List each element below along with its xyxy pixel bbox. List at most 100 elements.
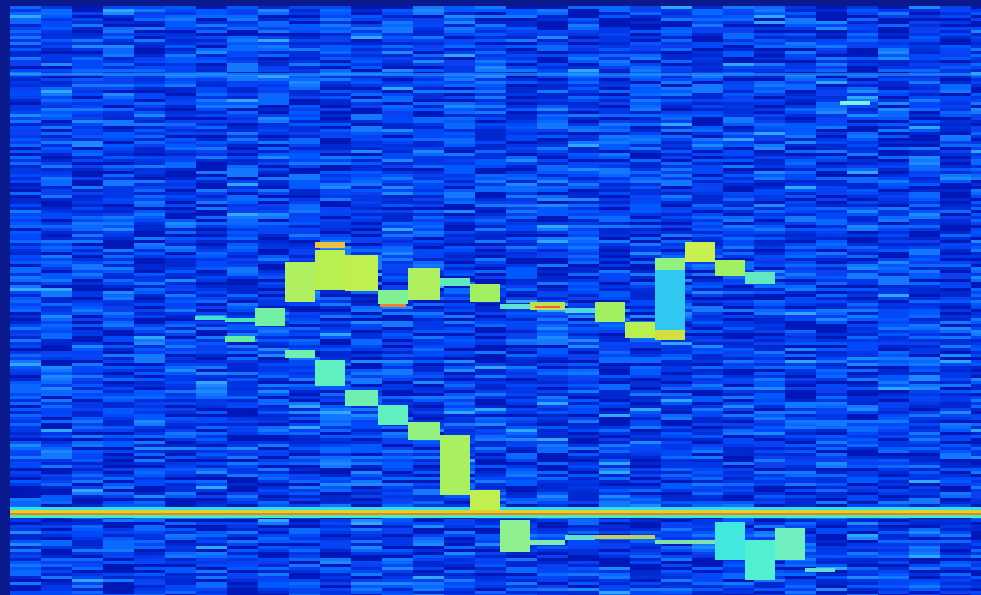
noise-cell (630, 246, 661, 249)
noise-cell (444, 495, 475, 498)
noise-cell (258, 204, 289, 207)
noise-cell (661, 75, 692, 78)
noise-cell (103, 213, 134, 216)
noise-cell (692, 213, 723, 216)
noise-cell (289, 459, 320, 462)
noise-cell (723, 45, 754, 48)
noise-cell (723, 231, 754, 234)
noise-cell (351, 180, 382, 183)
noise-cell (754, 318, 785, 321)
noise-cell (320, 318, 351, 321)
noise-cell (723, 24, 754, 27)
noise-cell (692, 177, 723, 180)
noise-cell (506, 495, 537, 498)
noise-cell (661, 78, 692, 81)
noise-cell (382, 393, 413, 396)
noise-cell (568, 528, 599, 531)
noise-cell (444, 21, 475, 24)
noise-cell (382, 465, 413, 468)
noise-cell (630, 171, 661, 174)
noise-cell (785, 75, 816, 78)
noise-cell (289, 147, 320, 150)
noise-cell (568, 159, 599, 162)
noise-cell (661, 57, 692, 60)
noise-cell (444, 135, 475, 138)
noise-cell (413, 12, 444, 15)
noise-cell (568, 450, 599, 453)
noise-cell (661, 48, 692, 51)
noise-cell (723, 33, 754, 36)
noise-cell (41, 138, 72, 141)
noise-cell (692, 393, 723, 396)
noise-cell (289, 138, 320, 141)
noise-cell (320, 30, 351, 33)
noise-cell (444, 306, 475, 309)
noise-cell (320, 315, 351, 318)
noise-cell (506, 471, 537, 474)
noise-cell (661, 468, 692, 471)
noise-cell (568, 378, 599, 381)
noise-cell (413, 588, 444, 591)
noise-cell (599, 111, 630, 114)
noise-cell (723, 312, 754, 315)
noise-cell (475, 399, 506, 402)
noise-cell (165, 390, 196, 393)
noise-cell (692, 579, 723, 582)
noise-cell (227, 393, 258, 396)
noise-cell (165, 543, 196, 546)
noise-cell (320, 237, 351, 240)
noise-cell (413, 117, 444, 120)
noise-cell (41, 291, 72, 294)
noise-cell (41, 69, 72, 72)
noise-cell (103, 396, 134, 399)
noise-cell (599, 525, 630, 528)
noise-cell (103, 117, 134, 120)
noise-cell (227, 162, 258, 165)
noise-cell (723, 201, 754, 204)
noise-cell (444, 531, 475, 534)
noise-cell (506, 336, 537, 339)
noise-cell (134, 12, 165, 15)
noise-cell (227, 294, 258, 297)
noise-cell (413, 171, 444, 174)
noise-cell (599, 321, 630, 324)
noise-cell (444, 519, 475, 522)
noise-cell (10, 522, 41, 525)
noise-cell (134, 189, 165, 192)
noise-cell (413, 90, 444, 93)
noise-cell (196, 573, 227, 576)
noise-cell (165, 54, 196, 57)
noise-cell (41, 450, 72, 453)
noise-cell (289, 216, 320, 219)
noise-cell (320, 414, 351, 417)
noise-cell (537, 285, 568, 288)
noise-cell (382, 210, 413, 213)
noise-cell (289, 150, 320, 153)
noise-cell (227, 138, 258, 141)
noise-cell (103, 423, 134, 426)
noise-cell (289, 585, 320, 588)
noise-cell (258, 333, 289, 336)
noise-cell (475, 435, 506, 438)
noise-cell (723, 411, 754, 414)
noise-cell (630, 114, 661, 117)
noise-cell (382, 435, 413, 438)
noise-cell (320, 498, 351, 501)
noise-cell (351, 504, 382, 507)
noise-cell (196, 105, 227, 108)
noise-cell (599, 171, 630, 174)
noise-cell (41, 429, 72, 432)
noise-cell (444, 84, 475, 87)
noise-cell (134, 552, 165, 555)
noise-cell (289, 129, 320, 132)
noise-cell (382, 219, 413, 222)
noise-cell (351, 549, 382, 552)
noise-cell (413, 213, 444, 216)
noise-cell (661, 36, 692, 39)
noise-cell (444, 342, 475, 345)
noise-cell (41, 486, 72, 489)
noise-cell (351, 441, 382, 444)
noise-cell (10, 462, 41, 465)
noise-cell (475, 60, 506, 63)
noise-cell (103, 210, 134, 213)
